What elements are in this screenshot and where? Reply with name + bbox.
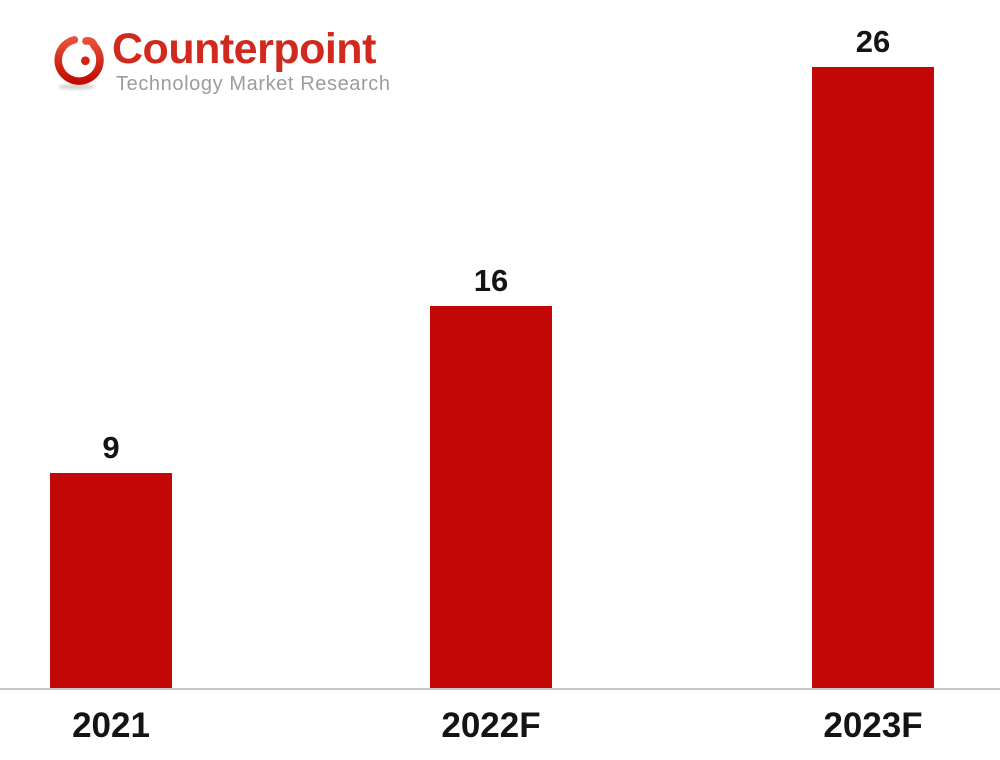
x-axis-label: 2022F: [441, 706, 541, 745]
logo-shadow: [58, 83, 96, 90]
bar-value-label: 16: [473, 263, 509, 298]
x-axis-label: 2021: [72, 706, 150, 745]
logo-ring: [54, 36, 104, 85]
x-axis-label: 2023F: [823, 706, 923, 745]
brand-tagline: Technology Market Research: [116, 73, 391, 95]
brand-name: Counterpoint: [112, 25, 376, 73]
bar-2022F: [430, 306, 552, 688]
counterpoint-ring-icon: [54, 36, 104, 90]
counterpoint-logo: Counterpoint Technology Market Research: [50, 24, 430, 114]
bar-2023F: [812, 67, 934, 688]
x-axis-line: [0, 688, 1000, 690]
bar-2021: [50, 473, 172, 688]
logo-dot: [81, 56, 90, 66]
bar-value-label: 26: [855, 24, 891, 59]
bar-value-label: 9: [102, 430, 120, 465]
